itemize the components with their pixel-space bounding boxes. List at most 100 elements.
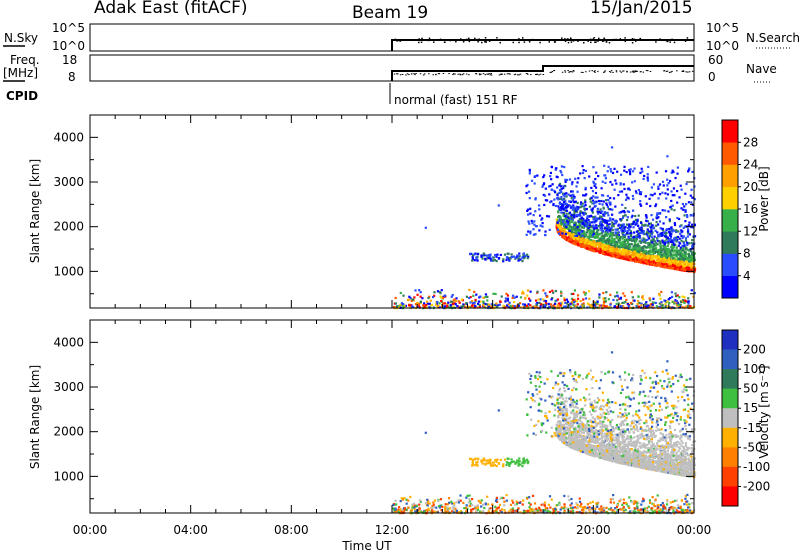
data-cell bbox=[667, 260, 671, 263]
data-cell bbox=[564, 199, 567, 202]
data-cell bbox=[578, 224, 581, 227]
data-cell bbox=[588, 222, 592, 225]
data-cell bbox=[479, 501, 482, 504]
nsky-point bbox=[396, 40, 398, 42]
data-cell bbox=[636, 244, 639, 247]
data-cell bbox=[431, 505, 434, 508]
data-cell bbox=[647, 304, 650, 307]
data-cell bbox=[676, 504, 679, 507]
data-cell bbox=[570, 238, 573, 241]
data-cell bbox=[526, 253, 529, 256]
nave-point bbox=[551, 71, 554, 73]
data-cell bbox=[600, 236, 603, 239]
data-cell bbox=[654, 509, 657, 512]
data-cell bbox=[585, 246, 588, 250]
data-cell bbox=[610, 236, 614, 239]
data-cell bbox=[622, 506, 625, 509]
colorbar-segment bbox=[722, 253, 738, 277]
data-cell bbox=[470, 510, 473, 513]
data-cell bbox=[613, 295, 617, 298]
data-cell bbox=[625, 218, 629, 222]
data-cell bbox=[642, 230, 645, 233]
data-cell bbox=[618, 251, 621, 254]
data-cell bbox=[641, 246, 644, 249]
data-cell bbox=[505, 499, 508, 502]
data-cell bbox=[629, 258, 632, 262]
data-cell bbox=[546, 199, 549, 202]
data-cell bbox=[627, 252, 630, 256]
data-cell bbox=[535, 511, 538, 514]
data-cell bbox=[563, 305, 566, 308]
data-cell bbox=[457, 501, 461, 504]
data-cell bbox=[564, 301, 567, 305]
nsky-point bbox=[686, 37, 689, 39]
nsky-point bbox=[587, 38, 590, 41]
data-cell bbox=[594, 177, 597, 181]
data-cell bbox=[495, 302, 498, 305]
data-cell bbox=[583, 205, 586, 208]
data-cell bbox=[592, 229, 595, 233]
data-cell bbox=[517, 259, 520, 262]
data-cell bbox=[608, 237, 611, 240]
data-cell bbox=[533, 510, 537, 513]
data-cell bbox=[629, 510, 632, 513]
data-cell bbox=[657, 258, 660, 261]
data-cell bbox=[657, 212, 661, 215]
data-cell bbox=[677, 506, 680, 510]
data-cell bbox=[572, 206, 576, 209]
data-cell bbox=[580, 217, 583, 220]
data-cell bbox=[529, 299, 532, 302]
data-cell bbox=[660, 301, 663, 304]
data-cell bbox=[462, 304, 465, 307]
data-cell bbox=[670, 199, 673, 203]
data-cell bbox=[509, 508, 512, 511]
data-cell bbox=[480, 459, 483, 462]
data-cell bbox=[654, 498, 657, 501]
data-cell bbox=[487, 503, 490, 506]
colorbar-tick-label: 28 bbox=[743, 135, 758, 149]
data-cell bbox=[593, 184, 596, 187]
data-cell bbox=[582, 510, 585, 513]
data-cell bbox=[687, 300, 690, 303]
data-cell bbox=[674, 295, 678, 298]
data-cell bbox=[594, 227, 598, 230]
data-cell bbox=[517, 254, 520, 258]
data-cell bbox=[394, 296, 397, 300]
data-cell bbox=[652, 258, 655, 261]
data-cell bbox=[611, 511, 614, 514]
data-cell bbox=[601, 210, 604, 213]
data-cell bbox=[592, 218, 595, 221]
nave-point bbox=[666, 70, 669, 72]
data-cell bbox=[576, 226, 579, 229]
nave-point bbox=[567, 70, 569, 72]
data-cell bbox=[589, 239, 592, 242]
data-cell bbox=[680, 239, 683, 242]
data-cell bbox=[611, 497, 615, 501]
data-cell bbox=[634, 214, 637, 218]
data-cell bbox=[452, 506, 455, 510]
data-cell bbox=[549, 184, 552, 188]
nsky-point bbox=[685, 39, 688, 41]
data-cell bbox=[670, 233, 673, 236]
nave-point bbox=[685, 71, 687, 73]
data-cell bbox=[684, 509, 687, 512]
data-cell bbox=[647, 250, 650, 253]
nsky-point bbox=[600, 38, 603, 41]
data-cell bbox=[657, 223, 660, 226]
data-cell bbox=[611, 231, 614, 235]
data-cell bbox=[673, 229, 676, 232]
data-cell bbox=[584, 212, 588, 215]
data-cell bbox=[438, 306, 441, 309]
nsky-point bbox=[605, 41, 608, 43]
data-cell bbox=[509, 304, 512, 307]
data-cell bbox=[427, 507, 430, 510]
data-cell bbox=[413, 296, 416, 299]
nave-point bbox=[401, 74, 404, 76]
data-cell bbox=[562, 201, 566, 204]
data-cell bbox=[640, 304, 643, 307]
data-cell bbox=[625, 170, 628, 174]
data-cell bbox=[574, 506, 577, 509]
data-cell bbox=[468, 500, 472, 503]
data-cell bbox=[562, 192, 565, 195]
data-cell bbox=[649, 204, 652, 208]
